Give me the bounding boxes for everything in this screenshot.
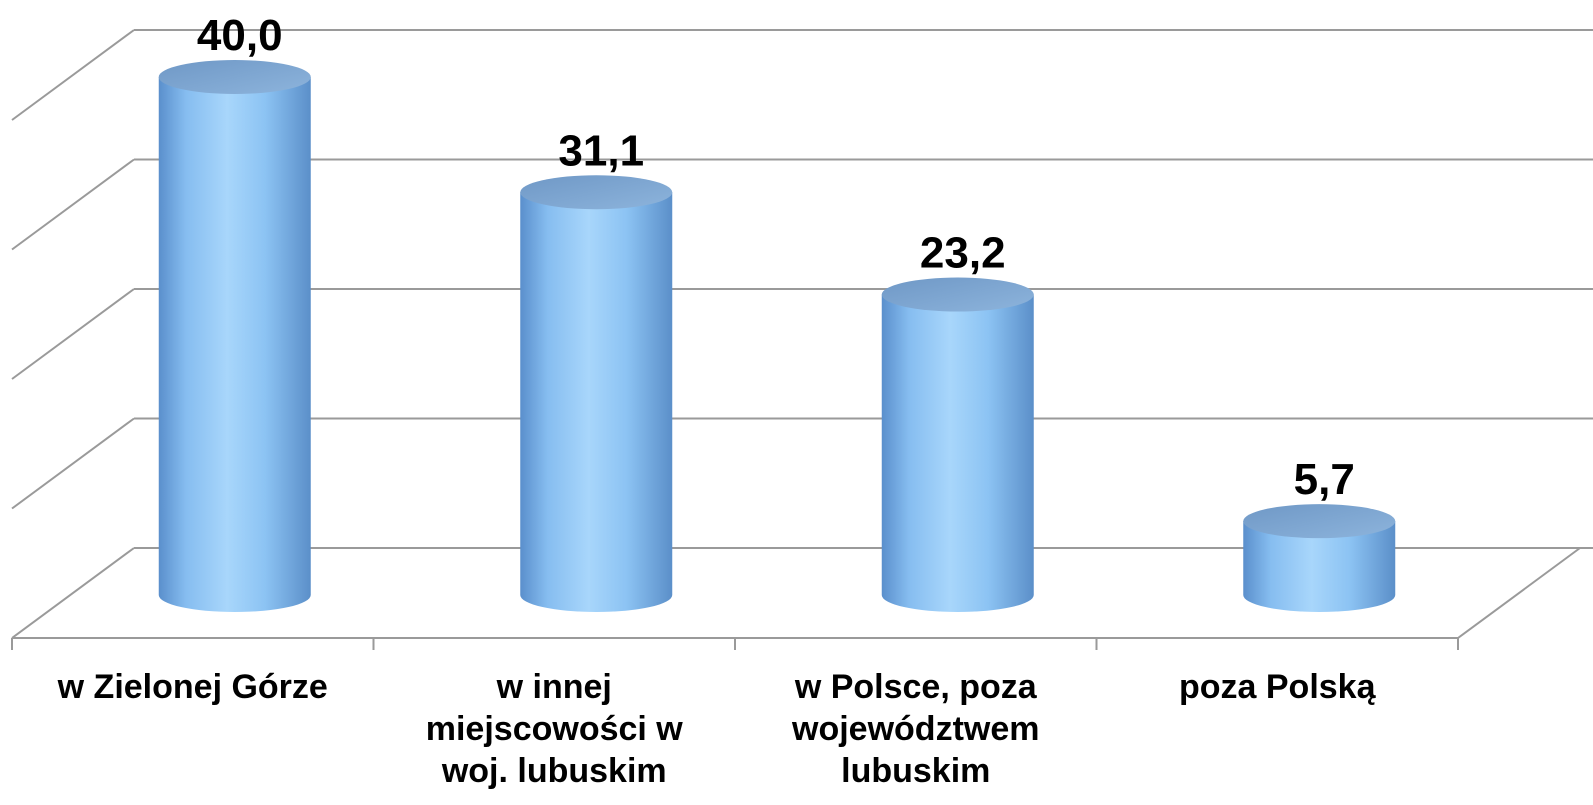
gridline-side <box>11 158 135 251</box>
data-label: 5,7 <box>1294 455 1355 504</box>
x-tick-label: w Polsce, poza województwem lubuskim <box>792 668 1040 790</box>
gridline-side <box>11 547 135 639</box>
x-tick-label: w innej miejscowości w woj. lubuskim <box>425 668 683 790</box>
x-tick-label: poza Polską <box>1178 668 1376 706</box>
x-tick-label: w Zielonej Górze <box>57 668 328 706</box>
bar <box>1243 504 1396 612</box>
data-label: 31,1 <box>558 126 644 175</box>
bar-top <box>158 60 311 94</box>
bar-body <box>158 77 311 612</box>
gridline-side <box>11 288 135 380</box>
bar <box>158 60 311 612</box>
bar <box>520 175 673 612</box>
bar-top <box>520 175 673 210</box>
bar-top <box>1243 504 1396 539</box>
bar-top <box>881 277 1034 312</box>
bar-body <box>520 192 673 612</box>
data-label: 23,2 <box>920 229 1006 278</box>
floor-edge-right <box>1457 547 1581 639</box>
bar <box>881 277 1034 612</box>
bar-body <box>881 294 1034 612</box>
gridline-side <box>11 417 135 510</box>
data-label: 40,0 <box>197 11 283 60</box>
gridline-side <box>11 29 135 121</box>
bar-body <box>1243 521 1396 612</box>
